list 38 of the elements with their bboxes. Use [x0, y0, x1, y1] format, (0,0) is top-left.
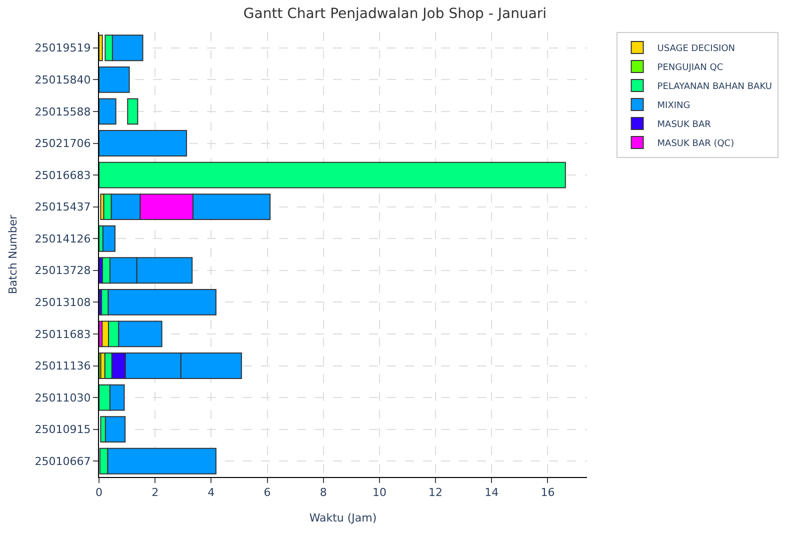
legend-label: PENGUJIAN QC	[657, 63, 724, 74]
x-tick-label: 8	[320, 486, 327, 500]
y-tick-label: 25010667	[34, 454, 91, 468]
y-tick-label: 25013108	[34, 296, 91, 310]
x-tick-label: 4	[208, 486, 215, 500]
bar	[102, 225, 116, 252]
y-tick-label: 25015588	[34, 105, 91, 118]
y-tick-label: 25015437	[34, 200, 91, 214]
y-tick-label: 25014126	[34, 232, 91, 246]
y-tick-label: 25011136	[34, 360, 91, 373]
bar	[127, 98, 138, 125]
y-tick-label: 25021706	[34, 137, 91, 150]
chart-title: Gantt Chart Penjadwalan Job Shop - Januari	[243, 6, 547, 22]
y-axis-title: Batch Number	[6, 214, 20, 294]
x-axis-title: Waktu (Jam)	[309, 511, 377, 524]
y-tick-label: 25011683	[34, 328, 91, 341]
bar	[99, 130, 187, 156]
x-tick-label: 0	[96, 486, 102, 500]
legend-label: MASUK BAR (QC)	[657, 139, 734, 150]
y-tick-label: 25011030	[34, 391, 91, 404]
x-tick-label: 14	[484, 486, 499, 500]
legend-label: MASUK BAR	[657, 120, 711, 130]
bar	[99, 98, 116, 125]
x-tick-label: 12	[428, 486, 443, 500]
y-tick-label: 25013728	[34, 264, 91, 278]
x-tick-label: 16	[540, 486, 555, 500]
y-tick-label: 25015840	[34, 74, 91, 87]
legend-label: USAGE DECISION	[657, 44, 736, 54]
x-tick-label: 10	[372, 486, 386, 500]
bar	[99, 162, 566, 188]
bar	[99, 66, 130, 93]
x-tick-label: 2	[152, 486, 159, 500]
legend-label: PELAYANAN BAHAN BAKU	[657, 82, 772, 92]
y-tick-label: 25019519	[34, 42, 91, 55]
y-tick-label: 25016683	[34, 168, 91, 182]
legend-label: MIXING	[657, 101, 690, 112]
y-tick-label: 25010915	[34, 423, 91, 436]
x-tick-label: 6	[264, 486, 271, 500]
